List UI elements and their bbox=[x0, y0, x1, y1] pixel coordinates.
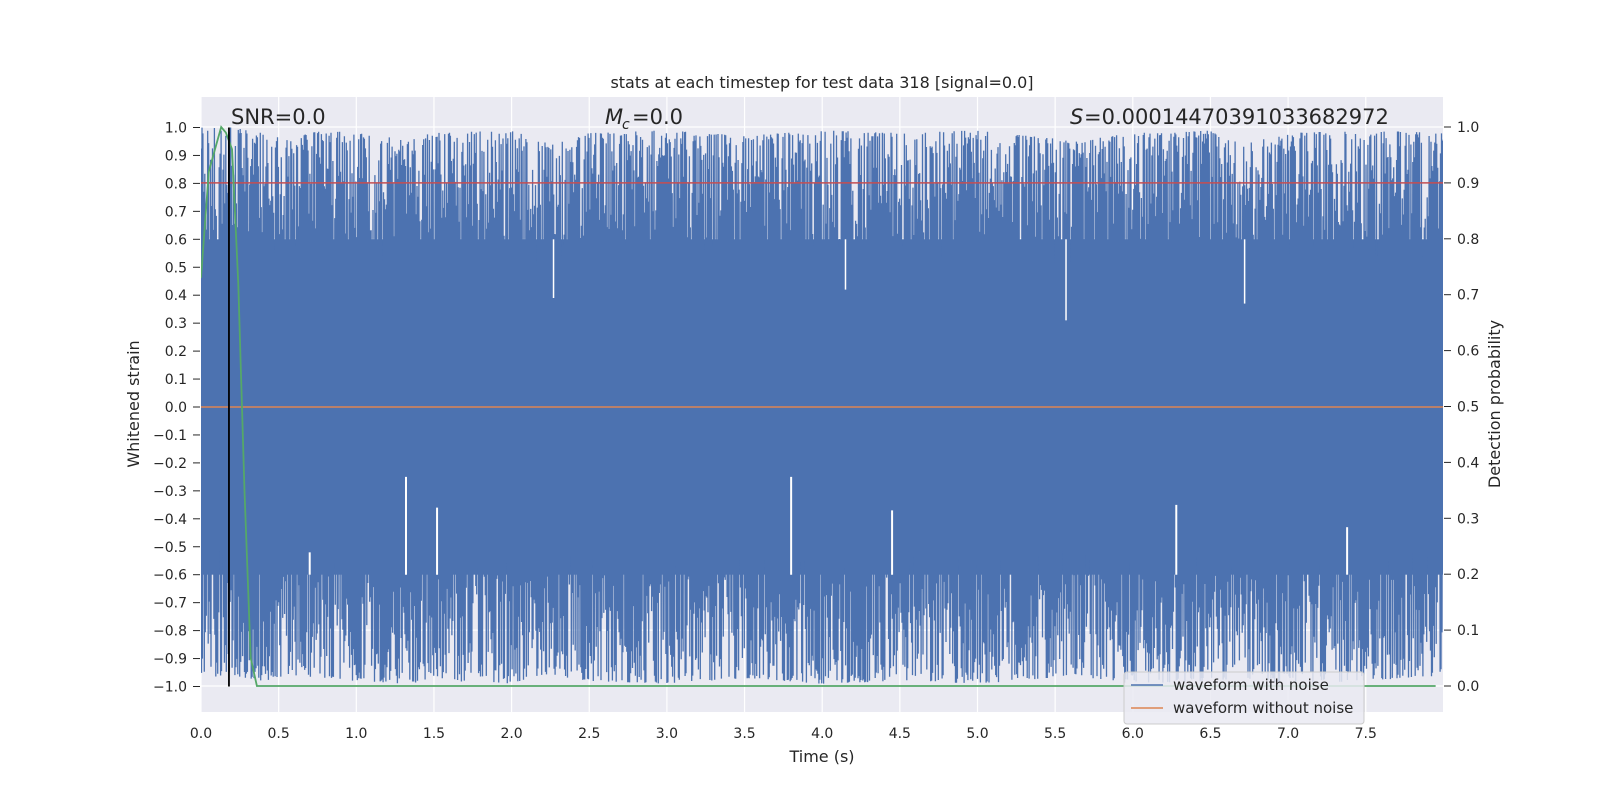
y-tick-label: −0.7 bbox=[153, 596, 187, 612]
y-tick-label: 0.3 bbox=[165, 316, 187, 332]
y-axis-label: Whitened strain bbox=[124, 340, 143, 467]
y2-axis-label: Detection probability bbox=[1485, 320, 1504, 488]
y2-tick-label: 0.6 bbox=[1457, 344, 1479, 360]
y-tick-label: 0.5 bbox=[165, 260, 187, 276]
y-tick-label: 0.9 bbox=[165, 148, 187, 164]
mc-subscript: c bbox=[622, 117, 630, 133]
mc-annotation: M c =0.0 bbox=[605, 105, 683, 133]
x-tick-label: 0.5 bbox=[268, 726, 290, 742]
x-tick-label: 4.0 bbox=[811, 726, 833, 742]
x-tick-label: 5.0 bbox=[966, 726, 988, 742]
y-tick-label: −0.3 bbox=[153, 484, 187, 500]
y-tick-label: 0.4 bbox=[165, 288, 187, 304]
y-tick-label: 1.0 bbox=[165, 121, 187, 137]
y2-tick-label: 0.7 bbox=[1457, 288, 1479, 304]
y2-tick-label: 0.5 bbox=[1457, 400, 1479, 416]
y2-tick-label: 1.0 bbox=[1457, 120, 1479, 136]
y-tick-label: −0.6 bbox=[153, 568, 187, 584]
y2-tick-label: 0.1 bbox=[1457, 623, 1479, 639]
x-tick-label: 1.0 bbox=[345, 726, 367, 742]
x-tick-label: 5.5 bbox=[1044, 726, 1066, 742]
y-tick-label: 0.8 bbox=[165, 176, 187, 192]
y2-tick-labels: 1.0 0.9 0.8 0.7 0.6 0.5 0.4 0.3 0.2 0.1 0.0 bbox=[1444, 120, 1479, 695]
y-tick-label: 0.1 bbox=[165, 372, 187, 388]
x-tick-label: 2.0 bbox=[500, 726, 522, 742]
series-layer bbox=[201, 125, 1443, 687]
snr-annotation: SNR=0.0 bbox=[231, 105, 326, 129]
y2-tick-label: 0.0 bbox=[1457, 679, 1479, 695]
y-tick-label: −0.2 bbox=[153, 456, 187, 472]
y-tick-label: 0.2 bbox=[165, 344, 187, 360]
legend: waveform with noise waveform without noi… bbox=[1123, 671, 1365, 725]
y-tick-label: 0.6 bbox=[165, 232, 187, 248]
y2-tick-label: 0.8 bbox=[1457, 232, 1479, 248]
mc-value: =0.0 bbox=[632, 105, 683, 129]
legend-label-waveform-without-noise: waveform without noise bbox=[1173, 699, 1353, 717]
y-tick-label: 0.0 bbox=[165, 400, 187, 416]
waveform-with-noise-line bbox=[201, 127, 1443, 684]
y-tick-label: −1.0 bbox=[153, 680, 187, 696]
chart-title: stats at each timestep for test data 318… bbox=[610, 73, 1033, 92]
y-tick-label: 0.7 bbox=[165, 204, 187, 220]
x-tick-label: 3.5 bbox=[733, 726, 755, 742]
x-tick-label: 2.5 bbox=[578, 726, 600, 742]
mc-symbol: M bbox=[605, 105, 623, 129]
x-tick-label: 0.0 bbox=[190, 726, 212, 742]
x-tick-label: 4.5 bbox=[889, 726, 911, 742]
x-axis-label: Time (s) bbox=[788, 747, 854, 766]
y-tick-label: −0.4 bbox=[153, 512, 187, 528]
y-tick-label: −0.1 bbox=[153, 428, 187, 444]
s-annotation: S =0.0001447039103368​2972 bbox=[1070, 105, 1389, 129]
x-tick-label: 6.0 bbox=[1122, 726, 1144, 742]
x-tick-label: 3.0 bbox=[656, 726, 678, 742]
y2-tick-label: 0.2 bbox=[1457, 567, 1479, 583]
y2-tick-label: 0.9 bbox=[1457, 176, 1479, 192]
y2-tick-label: 0.3 bbox=[1457, 511, 1479, 527]
detection-probability-line bbox=[201, 125, 1436, 687]
y-tick-label: −0.8 bbox=[153, 624, 187, 640]
x-tick-labels: 0.0 0.5 1.0 1.5 2.0 2.5 3.0 3.5 4.0 4.5 5.0 5.5 6.0 6… bbox=[190, 726, 1377, 742]
y2-tick-label: 0.4 bbox=[1457, 455, 1479, 471]
x-tick-label: 7.0 bbox=[1277, 726, 1299, 742]
s-symbol: S bbox=[1070, 105, 1083, 129]
legend-box bbox=[1123, 671, 1365, 725]
y-tick-label: −0.5 bbox=[153, 540, 187, 556]
legend-label-waveform-with-noise: waveform with noise bbox=[1173, 676, 1329, 694]
x-tick-label: 7.5 bbox=[1355, 726, 1377, 742]
y-tick-labels: 1.0 0.9 0.8 0.7 0.6 0.5 0.4 0.3 0.2 0.1 0.0 −0.1 −0.… bbox=[153, 121, 200, 696]
x-tick-label: 1.5 bbox=[423, 726, 445, 742]
x-tick-label: 6.5 bbox=[1199, 726, 1221, 742]
y-tick-label: −0.9 bbox=[153, 652, 187, 668]
s-value: =0.0001447039103368​2972 bbox=[1084, 105, 1389, 129]
